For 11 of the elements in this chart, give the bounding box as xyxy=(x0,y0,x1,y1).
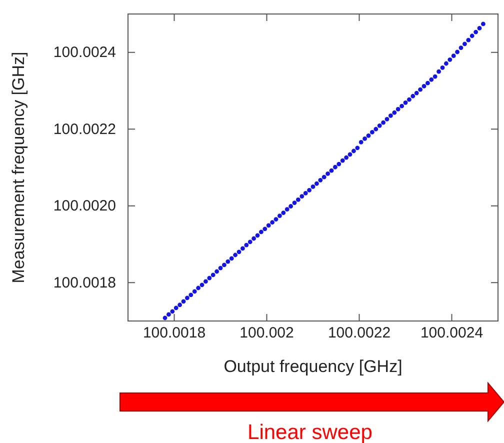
x-tick-label: 100.002 xyxy=(240,324,294,342)
y-tick-label: 100.0020 xyxy=(53,198,116,215)
x-axis-title: Output frequency [GHz] xyxy=(224,357,402,376)
y-tick-label: 100.0018 xyxy=(53,274,116,292)
y-tick-label: 100.0022 xyxy=(53,120,116,138)
y-axis-title: Measurement frequency [GHz] xyxy=(9,52,28,284)
x-tick-label: 100.0022 xyxy=(328,324,391,342)
x-tick-label: 100.0024 xyxy=(420,324,484,342)
text: Linear sweep xyxy=(248,421,372,443)
x-tick-label: 100.0018 xyxy=(142,324,206,342)
y-tick-label: 100.0024 xyxy=(53,44,116,62)
